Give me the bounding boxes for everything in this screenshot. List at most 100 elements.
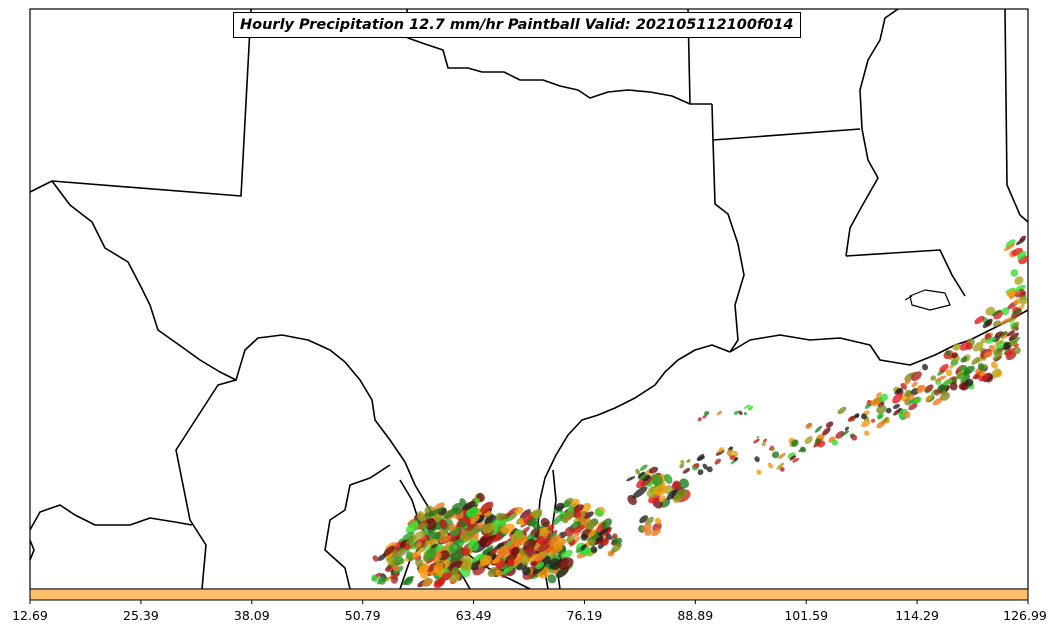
precip-blob <box>423 548 437 562</box>
precip-blob <box>466 524 475 531</box>
lake-pontchartrain <box>909 289 951 311</box>
precip-blob <box>1009 340 1018 347</box>
precip-blob <box>485 537 496 546</box>
precip-blob <box>500 523 515 535</box>
precip-blob <box>563 512 575 521</box>
precip-blob <box>994 331 1004 338</box>
precip-blob <box>804 436 813 445</box>
precip-blob <box>940 392 951 401</box>
mexico-state-border-2 <box>29 504 193 531</box>
precip-blob <box>524 547 533 555</box>
mississippi-river <box>845 8 899 257</box>
precip-blob <box>925 394 933 402</box>
precip-blob <box>443 507 459 520</box>
precip-blob <box>652 475 663 487</box>
precip-blob <box>572 524 586 534</box>
precip-blob <box>864 403 872 409</box>
precip-blob <box>904 378 912 386</box>
colorbar-tick-label: 126.99 <box>1003 608 1047 623</box>
precip-blob <box>885 407 892 414</box>
louisiana-mississippi-border <box>845 249 966 297</box>
precip-blob <box>770 447 775 452</box>
colorbar-tick-label: 101.59 <box>784 608 829 623</box>
colorbar-tick-label: 50.79 <box>344 608 381 623</box>
precip-blob <box>547 574 557 584</box>
precip-blob <box>588 539 597 546</box>
precip-blob <box>704 411 710 416</box>
precip-blob <box>675 488 688 500</box>
precip-blob <box>500 565 515 575</box>
precip-blob <box>876 392 882 398</box>
precip-blob <box>945 369 953 377</box>
precip-blob <box>433 557 440 564</box>
precip-blob <box>960 356 968 363</box>
precip-blob <box>908 403 918 411</box>
precip-blob <box>510 546 520 556</box>
precip-blob <box>934 375 947 382</box>
precip-blob <box>853 413 860 419</box>
precip-blob <box>756 469 762 475</box>
precip-blob <box>497 513 507 521</box>
precip-blob <box>992 352 1003 361</box>
precip-blob <box>579 517 588 526</box>
precip-blob <box>728 446 734 451</box>
precip-blob <box>756 436 760 439</box>
precip-blob <box>482 522 496 534</box>
precip-blob <box>702 414 707 419</box>
colorbar-tick-label: 88.89 <box>677 608 714 623</box>
colorbar <box>29 588 1029 601</box>
precip-blob <box>851 434 858 441</box>
precip-blob <box>697 417 702 422</box>
precip-blob <box>448 523 456 532</box>
precip-blob <box>716 410 723 416</box>
precip-blob <box>991 309 1002 317</box>
precip-blob <box>972 341 984 352</box>
precip-blob <box>805 423 813 429</box>
precip-blob <box>779 466 785 472</box>
precip-blob <box>462 500 476 511</box>
precip-blob <box>993 349 1004 356</box>
precip-blob <box>523 538 536 552</box>
precip-blob <box>553 538 565 549</box>
map-frame <box>29 8 1029 590</box>
precip-blob <box>998 331 1008 338</box>
precip-blob <box>924 384 934 393</box>
precip-blob <box>982 318 993 329</box>
precip-blob <box>429 567 440 576</box>
precip-blob <box>422 514 432 523</box>
precip-blob <box>1010 322 1016 327</box>
precip-blob <box>635 468 641 476</box>
precip-blob <box>1013 346 1021 355</box>
precip-blob <box>552 513 564 526</box>
precip-blob <box>949 382 958 391</box>
precip-blob <box>392 564 399 572</box>
precip-blob <box>1019 235 1027 242</box>
precip-blob <box>835 431 845 439</box>
precip-blob <box>762 438 768 443</box>
precip-blob <box>451 566 460 574</box>
colorbar-tick-label: 12.69 <box>12 608 48 623</box>
precip-blob <box>470 515 480 525</box>
precip-blob <box>527 517 538 527</box>
precip-blob <box>871 418 875 423</box>
precip-blob <box>438 550 450 561</box>
precip-blob <box>959 341 971 351</box>
precip-blob <box>693 463 700 468</box>
precip-blob <box>433 578 445 589</box>
precip-blob <box>560 550 573 559</box>
precip-blob <box>825 421 834 428</box>
precip-blob <box>908 394 915 400</box>
precip-blob <box>679 478 690 489</box>
precip-blob <box>418 522 429 531</box>
precip-blob <box>540 517 550 527</box>
precip-blob <box>743 411 747 416</box>
lake-ponchartrain-2 <box>904 295 913 301</box>
precip-blob <box>994 339 1004 346</box>
precip-blob <box>789 455 797 461</box>
precip-blob <box>870 397 882 407</box>
precip-blob <box>487 567 498 577</box>
precip-blob <box>611 542 622 553</box>
precip-blob <box>383 545 395 557</box>
precip-blob <box>814 425 823 433</box>
